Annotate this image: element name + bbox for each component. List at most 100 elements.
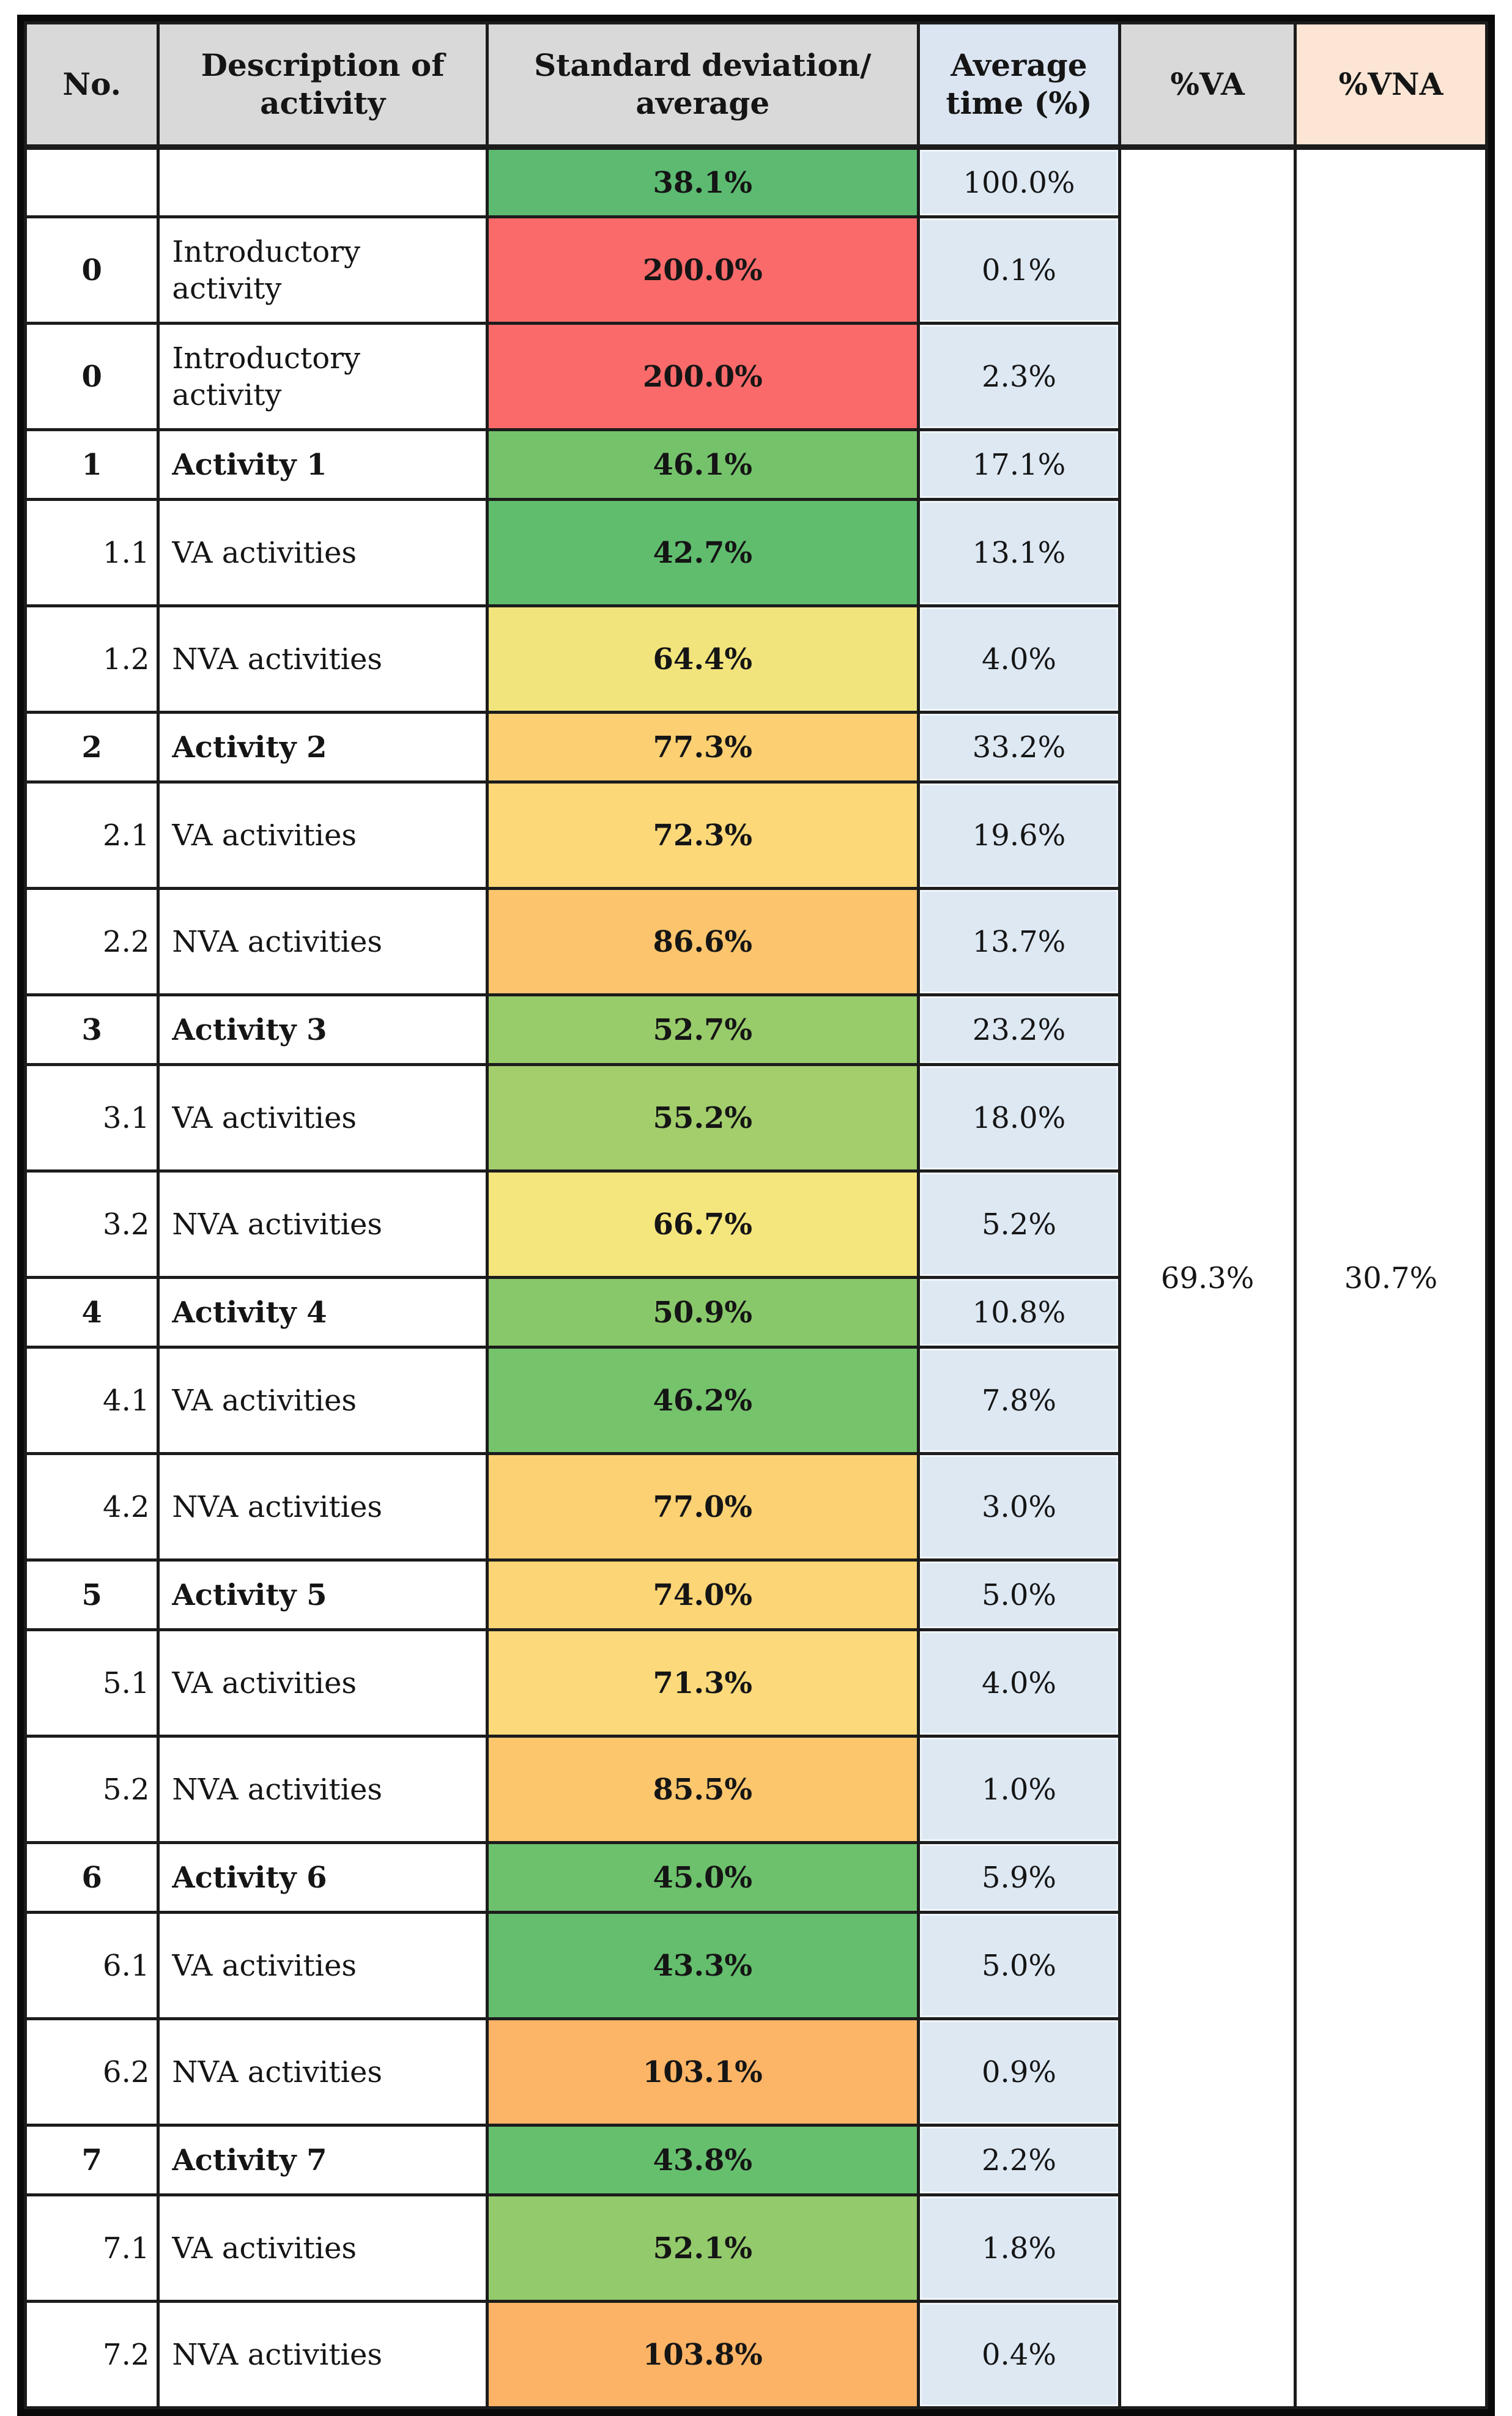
cell-description: Introductory activity <box>157 215 489 325</box>
cell-no: 4 <box>23 1276 160 1349</box>
cell-average-time: 18.0% <box>916 1063 1122 1173</box>
cell-description: NVA activities <box>157 604 489 714</box>
cell-no: 7 <box>23 2124 160 2196</box>
table-row: 2.2 NVA activities 86.6% 13.7% <box>23 887 1487 996</box>
cell-no: 5.1 <box>23 1628 160 1738</box>
cell-average-time: 5.0% <box>916 1558 1122 1631</box>
table-row: 0 Introductory activity 200.0% 0.1% <box>23 215 1487 325</box>
col-header-average-time: Average time (%) <box>916 21 1122 150</box>
cell-description: NVA activities <box>157 1452 489 1562</box>
cell-average-time: 1.0% <box>916 1735 1122 1844</box>
cell-average-time: 100.0% <box>916 146 1122 218</box>
cell-average-time: 23.2% <box>916 993 1122 1066</box>
cell-description: Activity 3 <box>157 993 489 1066</box>
table-row: 3.1 VA activities 55.2% 18.0% <box>23 1063 1487 1173</box>
cell-description: VA activities <box>157 2193 489 2303</box>
cell-std-deviation-value: 200.0% <box>485 322 920 431</box>
cell-average-time: 2.2% <box>916 2124 1122 2196</box>
cell-description: VA activities <box>157 1063 489 1173</box>
cell-no <box>23 146 160 218</box>
cell-average-time: 0.4% <box>916 2300 1122 2409</box>
cell-std-deviation-value: 74.0% <box>485 1558 920 1631</box>
table-row: 7.1 VA activities 52.1% 1.8% <box>23 2193 1487 2303</box>
cell-description: VA activities <box>157 1346 489 1455</box>
table-row: 3 Activity 3 52.7% 23.2% <box>23 993 1487 1066</box>
cell-no: 0 <box>23 322 160 431</box>
cell-no: 0 <box>23 215 160 325</box>
col-header-description: Description of activity <box>157 21 489 150</box>
cell-description: NVA activities <box>157 887 489 996</box>
cell-no: 4.1 <box>23 1346 160 1455</box>
cell-std-deviation-value: 55.2% <box>485 1063 920 1173</box>
cell-no: 1.1 <box>23 498 160 607</box>
cell-std-deviation-value: 50.9% <box>485 1276 920 1349</box>
table-row: 1 Activity 1 46.1% 17.1% <box>23 428 1487 501</box>
activity-analysis-table: No. Description of activity Standard dev… <box>23 21 1488 2409</box>
cell-average-time: 1.8% <box>916 2193 1122 2303</box>
cell-no: 1 <box>23 428 160 501</box>
cell-description: Activity 1 <box>157 428 489 501</box>
cell-description: NVA activities <box>157 2300 489 2409</box>
cell-description: VA activities <box>157 498 489 607</box>
cell-average-time: 5.9% <box>916 1841 1122 1914</box>
cell-std-deviation-value: 66.7% <box>485 1169 920 1279</box>
table-row: 38.1% 100.0% 69.3% 30.7% <box>23 146 1488 2409</box>
cell-no: 2 <box>23 711 160 784</box>
cell-average-time: 0.9% <box>916 2017 1122 2127</box>
cell-std-deviation-value: 103.8% <box>485 2300 920 2409</box>
cell-description: NVA activities <box>157 1169 489 1279</box>
cell-average-time: 33.2% <box>916 711 1122 784</box>
cell-std-deviation-value: 45.0% <box>485 1841 920 1914</box>
cell-description: Introductory activity <box>157 322 489 431</box>
table-row: 7 Activity 7 43.8% 2.2% <box>23 2124 1487 2196</box>
table-row: 3.2 NVA activities 66.7% 5.2% <box>23 1169 1487 1279</box>
col-header-vna: %VNA <box>1294 21 1488 150</box>
col-header-no: No. <box>23 21 160 150</box>
cell-std-deviation-value: 64.4% <box>485 604 920 714</box>
cell-average-time: 5.2% <box>916 1169 1122 1279</box>
col-header-va: %VA <box>1118 21 1297 150</box>
cell-description: VA activities <box>157 1911 489 2020</box>
cell-description: Activity 4 <box>157 1276 489 1349</box>
table-row: 5.1 VA activities 71.3% 4.0% <box>23 1628 1487 1738</box>
cell-no: 4.2 <box>23 1452 160 1562</box>
cell-description: Activity 5 <box>157 1558 489 1631</box>
cell-no: 1.2 <box>23 604 160 714</box>
cell-std-deviation-value: 200.0% <box>485 215 920 325</box>
table-row: 1.1 VA activities 42.7% 13.1% <box>23 498 1487 607</box>
cell-no: 6 <box>23 1841 160 1914</box>
vna-total-cell: 30.7% <box>1294 146 1488 2409</box>
col-header-std-deviation: Standard deviation/ average <box>485 21 920 150</box>
cell-average-time: 2.3% <box>916 322 1122 431</box>
cell-average-time: 17.1% <box>916 428 1122 501</box>
table-row: 6.1 VA activities 43.3% 5.0% <box>23 1911 1487 2020</box>
cell-no: 2.1 <box>23 780 160 890</box>
cell-average-time: 3.0% <box>916 1452 1122 1562</box>
cell-no: 3.1 <box>23 1063 160 1173</box>
cell-std-deviation-value: 52.7% <box>485 993 920 1066</box>
table-row: 2 Activity 2 77.3% 33.2% <box>23 711 1487 784</box>
cell-no: 3 <box>23 993 160 1066</box>
cell-no: 6.1 <box>23 1911 160 2020</box>
cell-average-time: 4.0% <box>916 604 1122 714</box>
cell-std-deviation-value: 52.1% <box>485 2193 920 2303</box>
table-row: 7.2 NVA activities 103.8% 0.4% <box>23 2300 1487 2409</box>
cell-std-deviation-value: 71.3% <box>485 1628 920 1738</box>
table-row: 1.2 NVA activities 64.4% 4.0% <box>23 604 1487 714</box>
cell-std-deviation-value: 77.0% <box>485 1452 920 1562</box>
cell-std-deviation-value: 103.1% <box>485 2017 920 2127</box>
cell-no: 5 <box>23 1558 160 1631</box>
table-row: 4 Activity 4 50.9% 10.8% <box>23 1276 1487 1349</box>
cell-average-time: 13.1% <box>916 498 1122 607</box>
cell-description: Activity 6 <box>157 1841 489 1914</box>
cell-description: NVA activities <box>157 2017 489 2127</box>
cell-std-deviation-value: 46.2% <box>485 1346 920 1455</box>
cell-average-time: 7.8% <box>916 1346 1122 1455</box>
cell-description <box>157 146 489 218</box>
table-row: 0 Introductory activity 200.0% 2.3% <box>23 322 1487 431</box>
cell-std-deviation-value: 43.8% <box>485 2124 920 2196</box>
activity-table-frame: No. Description of activity Standard dev… <box>17 15 1495 2416</box>
cell-std-deviation-value: 46.1% <box>485 428 920 501</box>
header-row: No. Description of activity Standard dev… <box>23 21 1488 150</box>
